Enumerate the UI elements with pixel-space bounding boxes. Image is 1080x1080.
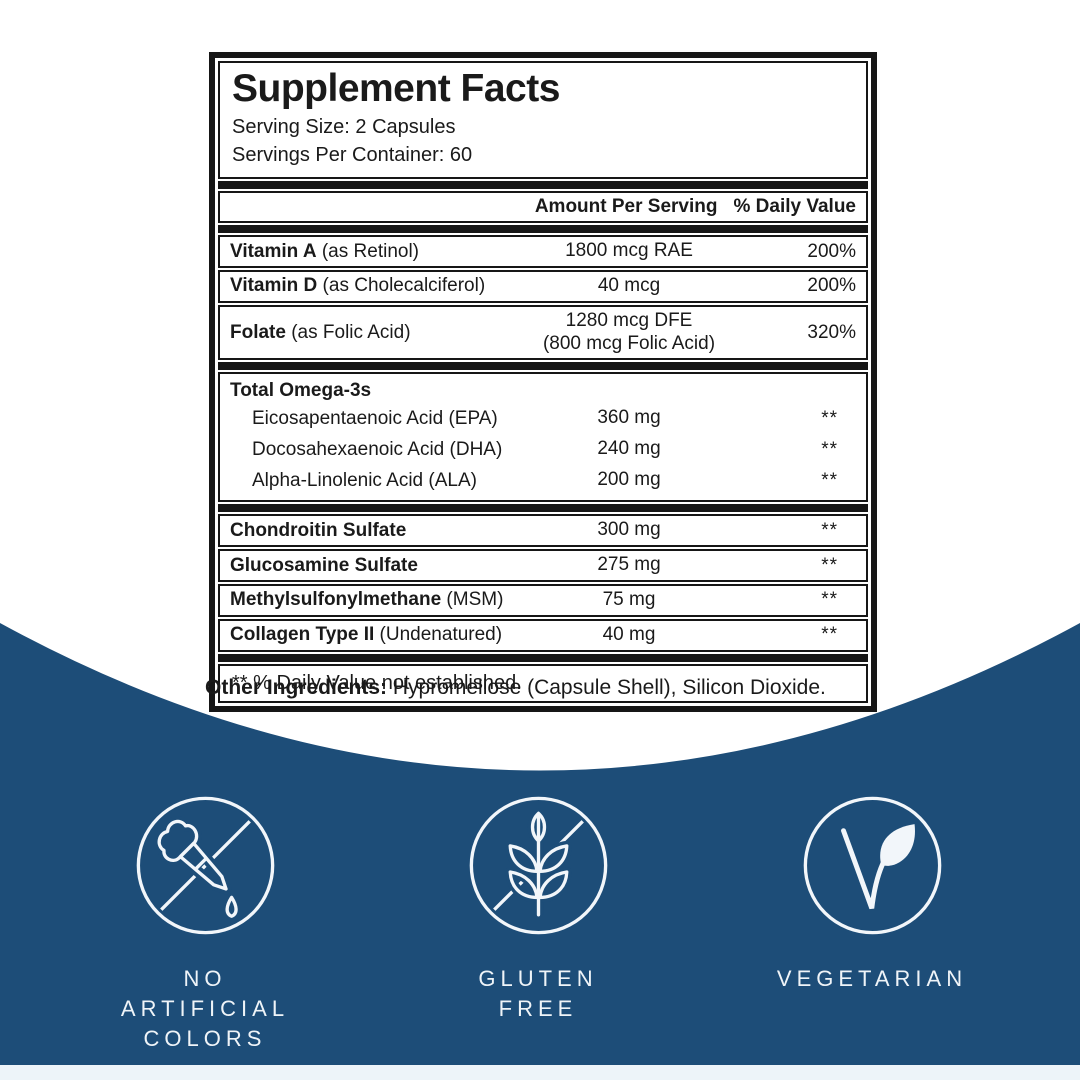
badge-vegetarian: VEGETARIAN [722,793,1022,994]
nutrient-row-msm: Methylsulfonylmethane (MSM) 75 mg ** [218,583,868,617]
nutrient-name: Docosahexaenoic Acid (DHA) [252,438,503,460]
nutrient-dv: ** [821,624,838,646]
nutrient-name: Chondroitin Sulfate [230,519,407,541]
nutrient-name: Folate [230,321,286,343]
nutrient-name: Methylsulfonylmethane [230,589,442,611]
nutrient-amount: 200 mg [597,469,661,491]
nutrient-name: Alpha-Linolenic Acid (ALA) [252,469,477,491]
other-ingredients: Other Ingredients: Hypromellose (Capsule… [205,674,877,701]
nutrient-amount: 40 mg [602,623,656,645]
column-dv-header: % Daily Value [733,196,856,218]
footnote-row: ** % Daily Value not established. [218,663,868,703]
section-divider [218,225,868,234]
footnote-text: ** % Daily Value not established. [232,671,522,694]
nutrient-row-collagen: Collagen Type II (Undenatured) 40 mg ** [218,618,868,652]
nutrient-row-glucosamine: Glucosamine Sulfate 275 mg ** [218,549,868,582]
nutrient-dv: 320% [807,321,856,343]
nutrient-dv: ** [821,438,838,460]
nutrient-row-vitamin-a: Vitamin A (as Retinol) 1800 mcg RAE 200% [218,235,868,268]
nutrient-dv: ** [821,589,838,611]
nutrient-row-folate: Folate (as Folic Acid) 1280 mcg DFE (800… [218,304,868,361]
supplement-facts-panel: Supplement Facts Serving Size: 2 Capsule… [209,52,877,712]
nutrient-amount: 75 mg [602,588,656,610]
section-divider [218,181,868,190]
column-header-row: Amount Per Serving % Daily Value [218,191,868,224]
omega3-group-label: Total Omega-3s [230,380,372,402]
nutrient-dv: 200% [807,275,856,297]
other-ingredients-text: Hypromellose (Capsule Shell), Silicon Di… [387,676,826,699]
nutrient-amount: 1800 mcg RAE [565,240,693,262]
nutrient-detail: (as Folic Acid) [285,321,411,343]
servings-per-container: Servings Per Container: 60 [232,143,473,166]
nutrient-name: Vitamin D [230,275,318,297]
panel-header: Supplement Facts Serving Size: 2 Capsule… [218,61,868,180]
nutrient-dv: ** [821,519,838,541]
nutrient-amount-secondary: (800 mcg Folic Acid) [542,332,716,354]
section-divider [218,504,868,513]
nutrient-name: Glucosamine Sulfate [230,554,418,576]
nutrient-row-epa: Eicosapentaenoic Acid (EPA) 360 mg ** [220,403,866,434]
nutrient-name: Vitamin A [230,240,317,262]
nutrient-amount: 40 mcg [597,274,661,296]
nutrient-amount: 275 mg [597,554,661,576]
nutrient-amount: 300 mg [597,519,661,541]
nutrient-amount: 1280 mcg DFE [565,309,693,331]
nutrient-name: Collagen Type II [230,624,375,646]
other-ingredients-label: Other Ingredients: [205,676,388,699]
badge-caption: GLUTEN FREE [478,966,598,1021]
nutrient-name: Eicosapentaenoic Acid (EPA) [252,407,498,429]
badge-caption: NO ARTIFICIAL COLORS [120,966,290,1051]
nutrient-amount: 240 mg [597,438,661,460]
gluten-free-icon [469,796,607,935]
nutrient-dv: ** [821,469,838,491]
bottom-light-strip [0,1065,1080,1080]
nutrient-detail: (as Cholecalciferol) [317,275,486,297]
column-amount-header: Amount Per Serving [534,196,718,218]
nutrient-dv: ** [821,407,838,429]
vegetarian-icon [803,796,941,935]
nutrient-detail: (Undenatured) [374,624,503,646]
nutrient-amount: 360 mg [597,407,661,429]
nutrient-dv: ** [821,554,838,576]
badge-gluten-free: GLUTEN FREE [388,793,688,1024]
no-artificial-colors-icon [136,796,274,935]
section-divider [218,653,868,662]
nutrient-row-ala: Alpha-Linolenic Acid (ALA) 200 mg ** [220,465,866,496]
badge-caption: VEGETARIAN [776,966,968,991]
panel-title: Supplement Facts [232,67,560,110]
badge-no-artificial-colors: NO ARTIFICIAL COLORS [55,793,355,1054]
omega3-group: Total Omega-3s Eicosapentaenoic Acid (EP… [218,372,868,503]
section-divider [218,362,868,371]
nutrient-row-vitamin-d: Vitamin D (as Cholecalciferol) 40 mcg 20… [218,269,868,303]
nutrient-dv: 200% [807,240,856,262]
nutrient-detail: (as Retinol) [316,240,419,262]
serving-size: Serving Size: 2 Capsules [232,115,456,138]
nutrient-row-dha: Docosahexaenoic Acid (DHA) 240 mg ** [220,434,866,465]
nutrient-row-chondroitin: Chondroitin Sulfate 300 mg ** [218,514,868,548]
nutrient-detail: (MSM) [441,589,504,611]
